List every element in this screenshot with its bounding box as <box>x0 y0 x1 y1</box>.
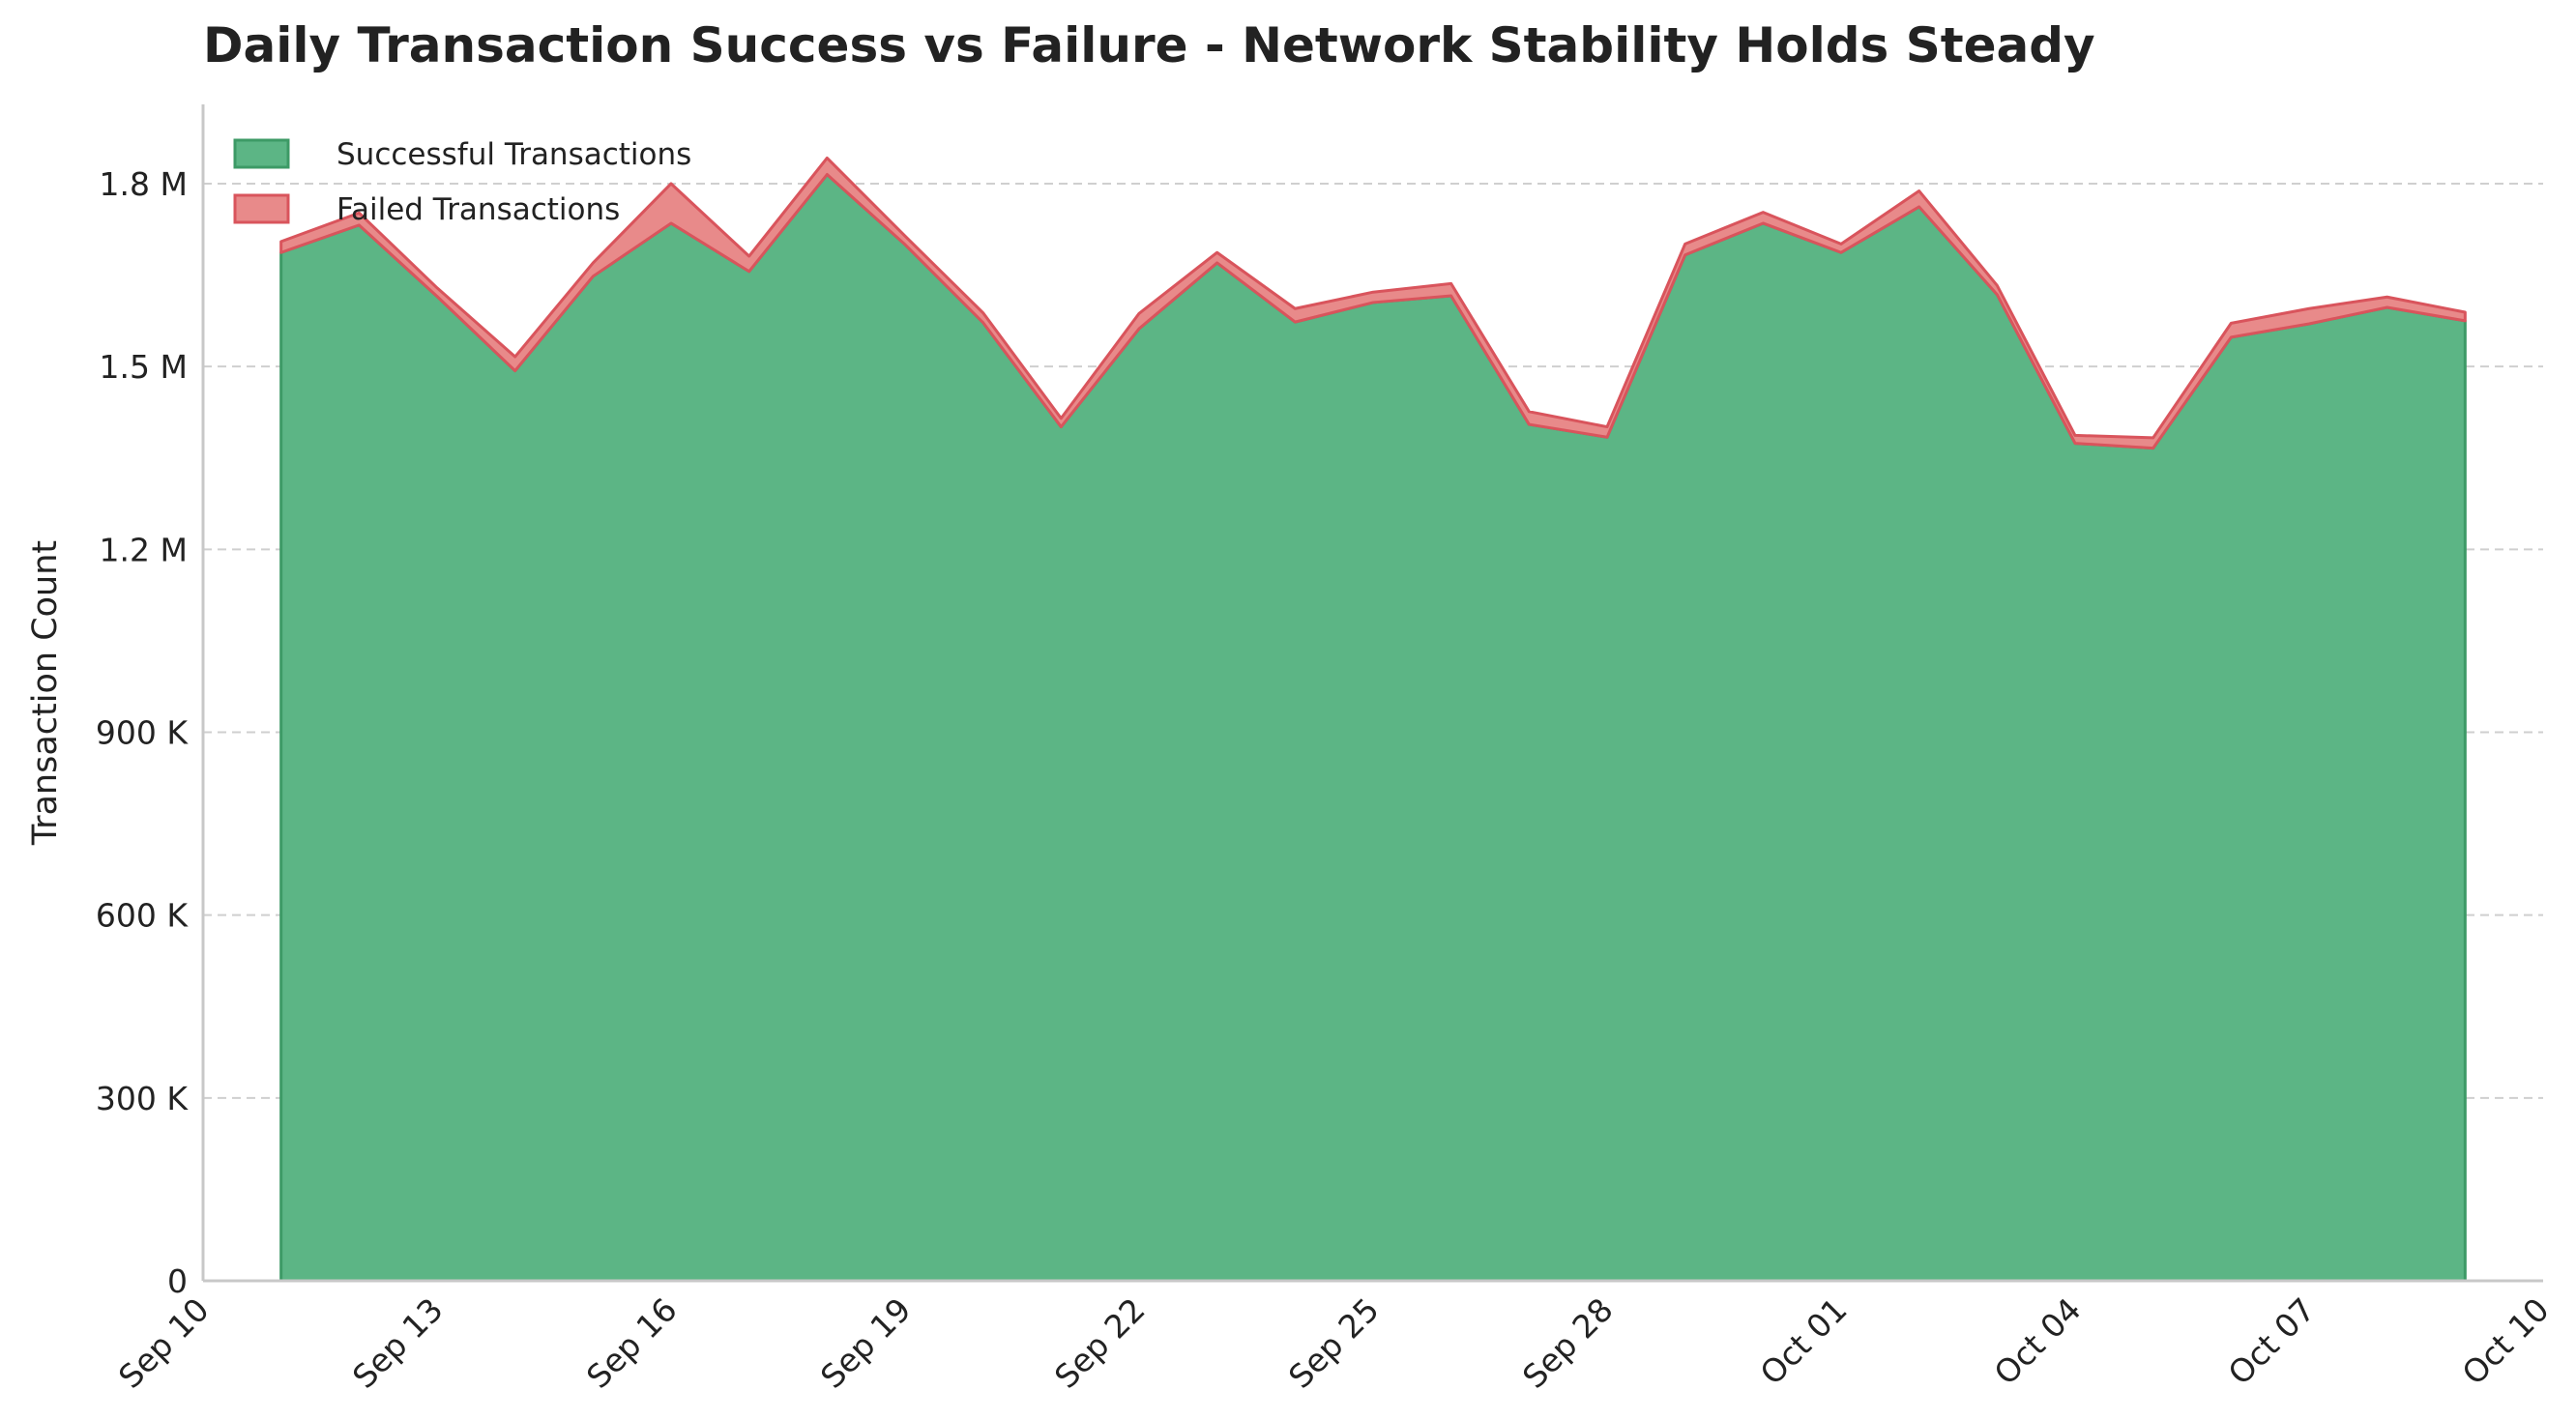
series-area-successful <box>279 173 2467 1283</box>
legend-label-successful: Successful Transactions <box>337 137 691 172</box>
x-tick-label: Sep 28 <box>1515 1290 1621 1396</box>
y-tick-label: 600 K <box>96 897 189 935</box>
legend-label-failed: Failed Transactions <box>337 192 620 227</box>
legend-swatch-successful <box>233 138 290 169</box>
x-tick-label: Sep 25 <box>1281 1290 1387 1396</box>
x-tick-label: Sep 13 <box>345 1290 451 1396</box>
x-tick-label: Sep 19 <box>813 1290 919 1396</box>
legend-swatch-failed <box>233 193 290 224</box>
legend: Successful Transactions Failed Transactio… <box>233 137 691 227</box>
x-tick-label: Oct 07 <box>2221 1290 2323 1392</box>
x-tick-label: Sep 10 <box>111 1290 217 1396</box>
x-tick-label: Oct 10 <box>2455 1290 2557 1392</box>
axes <box>201 104 2543 1283</box>
y-tick-labels: 0 300 K 600 K 900 K 1.2 M 1.5 M 1.8 M <box>96 165 189 1300</box>
x-tick-label: Sep 22 <box>1047 1290 1153 1396</box>
y-tick-label: 1.8 M <box>100 165 188 203</box>
x-tick-labels: Sep 10 Sep 13 Sep 16 Sep 19 Sep 22 Sep 25 Sep … <box>111 1290 2557 1396</box>
y-tick-label: 0 <box>167 1262 188 1300</box>
y-tick-label: 1.2 M <box>100 531 188 568</box>
y-tick-label: 900 K <box>96 713 189 751</box>
y-axis-label: Transaction Count <box>26 540 65 846</box>
x-tick-label: Oct 04 <box>1987 1290 2089 1392</box>
chart-title: Daily Transaction Success vs Failure - N… <box>203 17 2095 73</box>
series-area-failed <box>279 156 2467 450</box>
plot-areas <box>279 156 2467 1283</box>
x-tick-label: Oct 01 <box>1753 1290 1855 1392</box>
y-tick-label: 1.5 M <box>100 348 188 386</box>
x-tick-label: Sep 16 <box>579 1290 685 1396</box>
y-tick-label: 300 K <box>96 1080 189 1117</box>
